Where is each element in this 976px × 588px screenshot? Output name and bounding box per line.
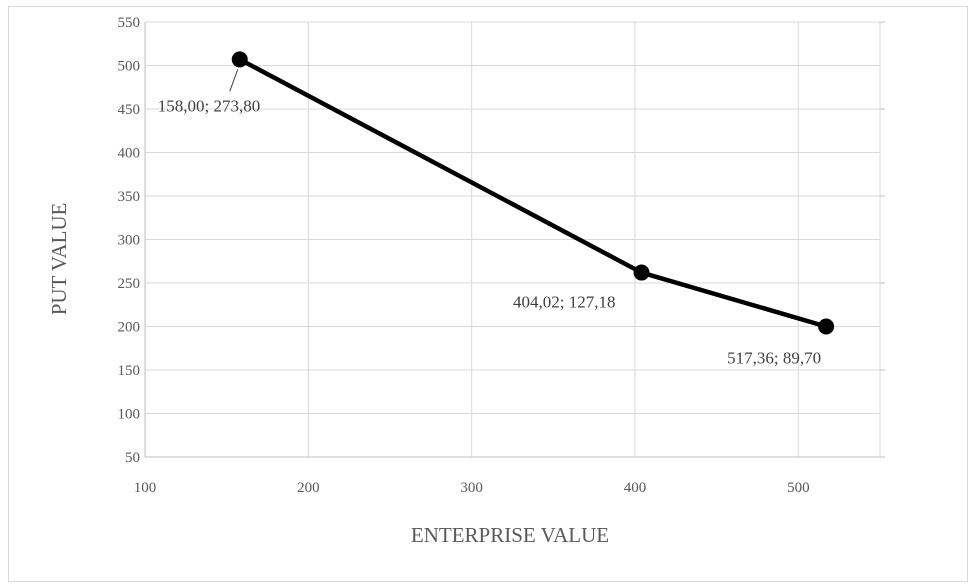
y-tick-labels: 50 100 150 200 250 300 350 400 450 500 550 — [118, 15, 141, 466]
data-label-1: 404,02; 127,18 — [513, 293, 615, 312]
chart-frame — [8, 6, 968, 582]
y-axis-title: PUT VALUE — [47, 203, 71, 316]
horizontal-gridlines — [145, 21, 880, 414]
axes — [144, 21, 885, 458]
data-label-2: 517,36; 89,70 — [727, 349, 821, 368]
y-tick-label-300: 300 — [118, 233, 141, 249]
x-axis-title: ENTERPRISE VALUE — [411, 523, 609, 547]
y-tick-label-50: 50 — [125, 450, 140, 466]
x-tick-label-200: 200 — [297, 480, 320, 496]
y-tick-label-500: 500 — [118, 59, 141, 75]
data-label-0: 158,00; 273,80 — [158, 96, 260, 115]
data-point-1 — [633, 264, 650, 281]
y-tick-label-150: 150 — [118, 363, 141, 379]
y-tick-label-550: 550 — [118, 15, 141, 31]
x-tick-label-300: 300 — [460, 480, 483, 496]
x-tick-label-400: 400 — [624, 480, 647, 496]
data-point-0 — [231, 51, 248, 68]
y-tick-label-250: 250 — [118, 276, 141, 292]
y-tick-label-350: 350 — [118, 189, 141, 205]
series-layer — [231, 51, 835, 335]
data-point-2 — [818, 318, 835, 335]
y-tick-label-450: 450 — [118, 102, 141, 118]
x-tick-label-500: 500 — [787, 480, 810, 496]
y-tick-label-200: 200 — [118, 320, 141, 336]
x-tick-label-100: 100 — [134, 480, 157, 496]
series-line-0 — [237, 57, 829, 329]
y-tick-label-100: 100 — [118, 407, 141, 423]
data-label-leader — [229, 69, 239, 92]
data-labels: 158,00; 273,80 404,02; 127,18 517,36; 89,7… — [158, 69, 821, 368]
y-tick-label-400: 400 — [118, 146, 141, 162]
x-tick-labels: 100 200 300 400 500 — [134, 480, 810, 496]
